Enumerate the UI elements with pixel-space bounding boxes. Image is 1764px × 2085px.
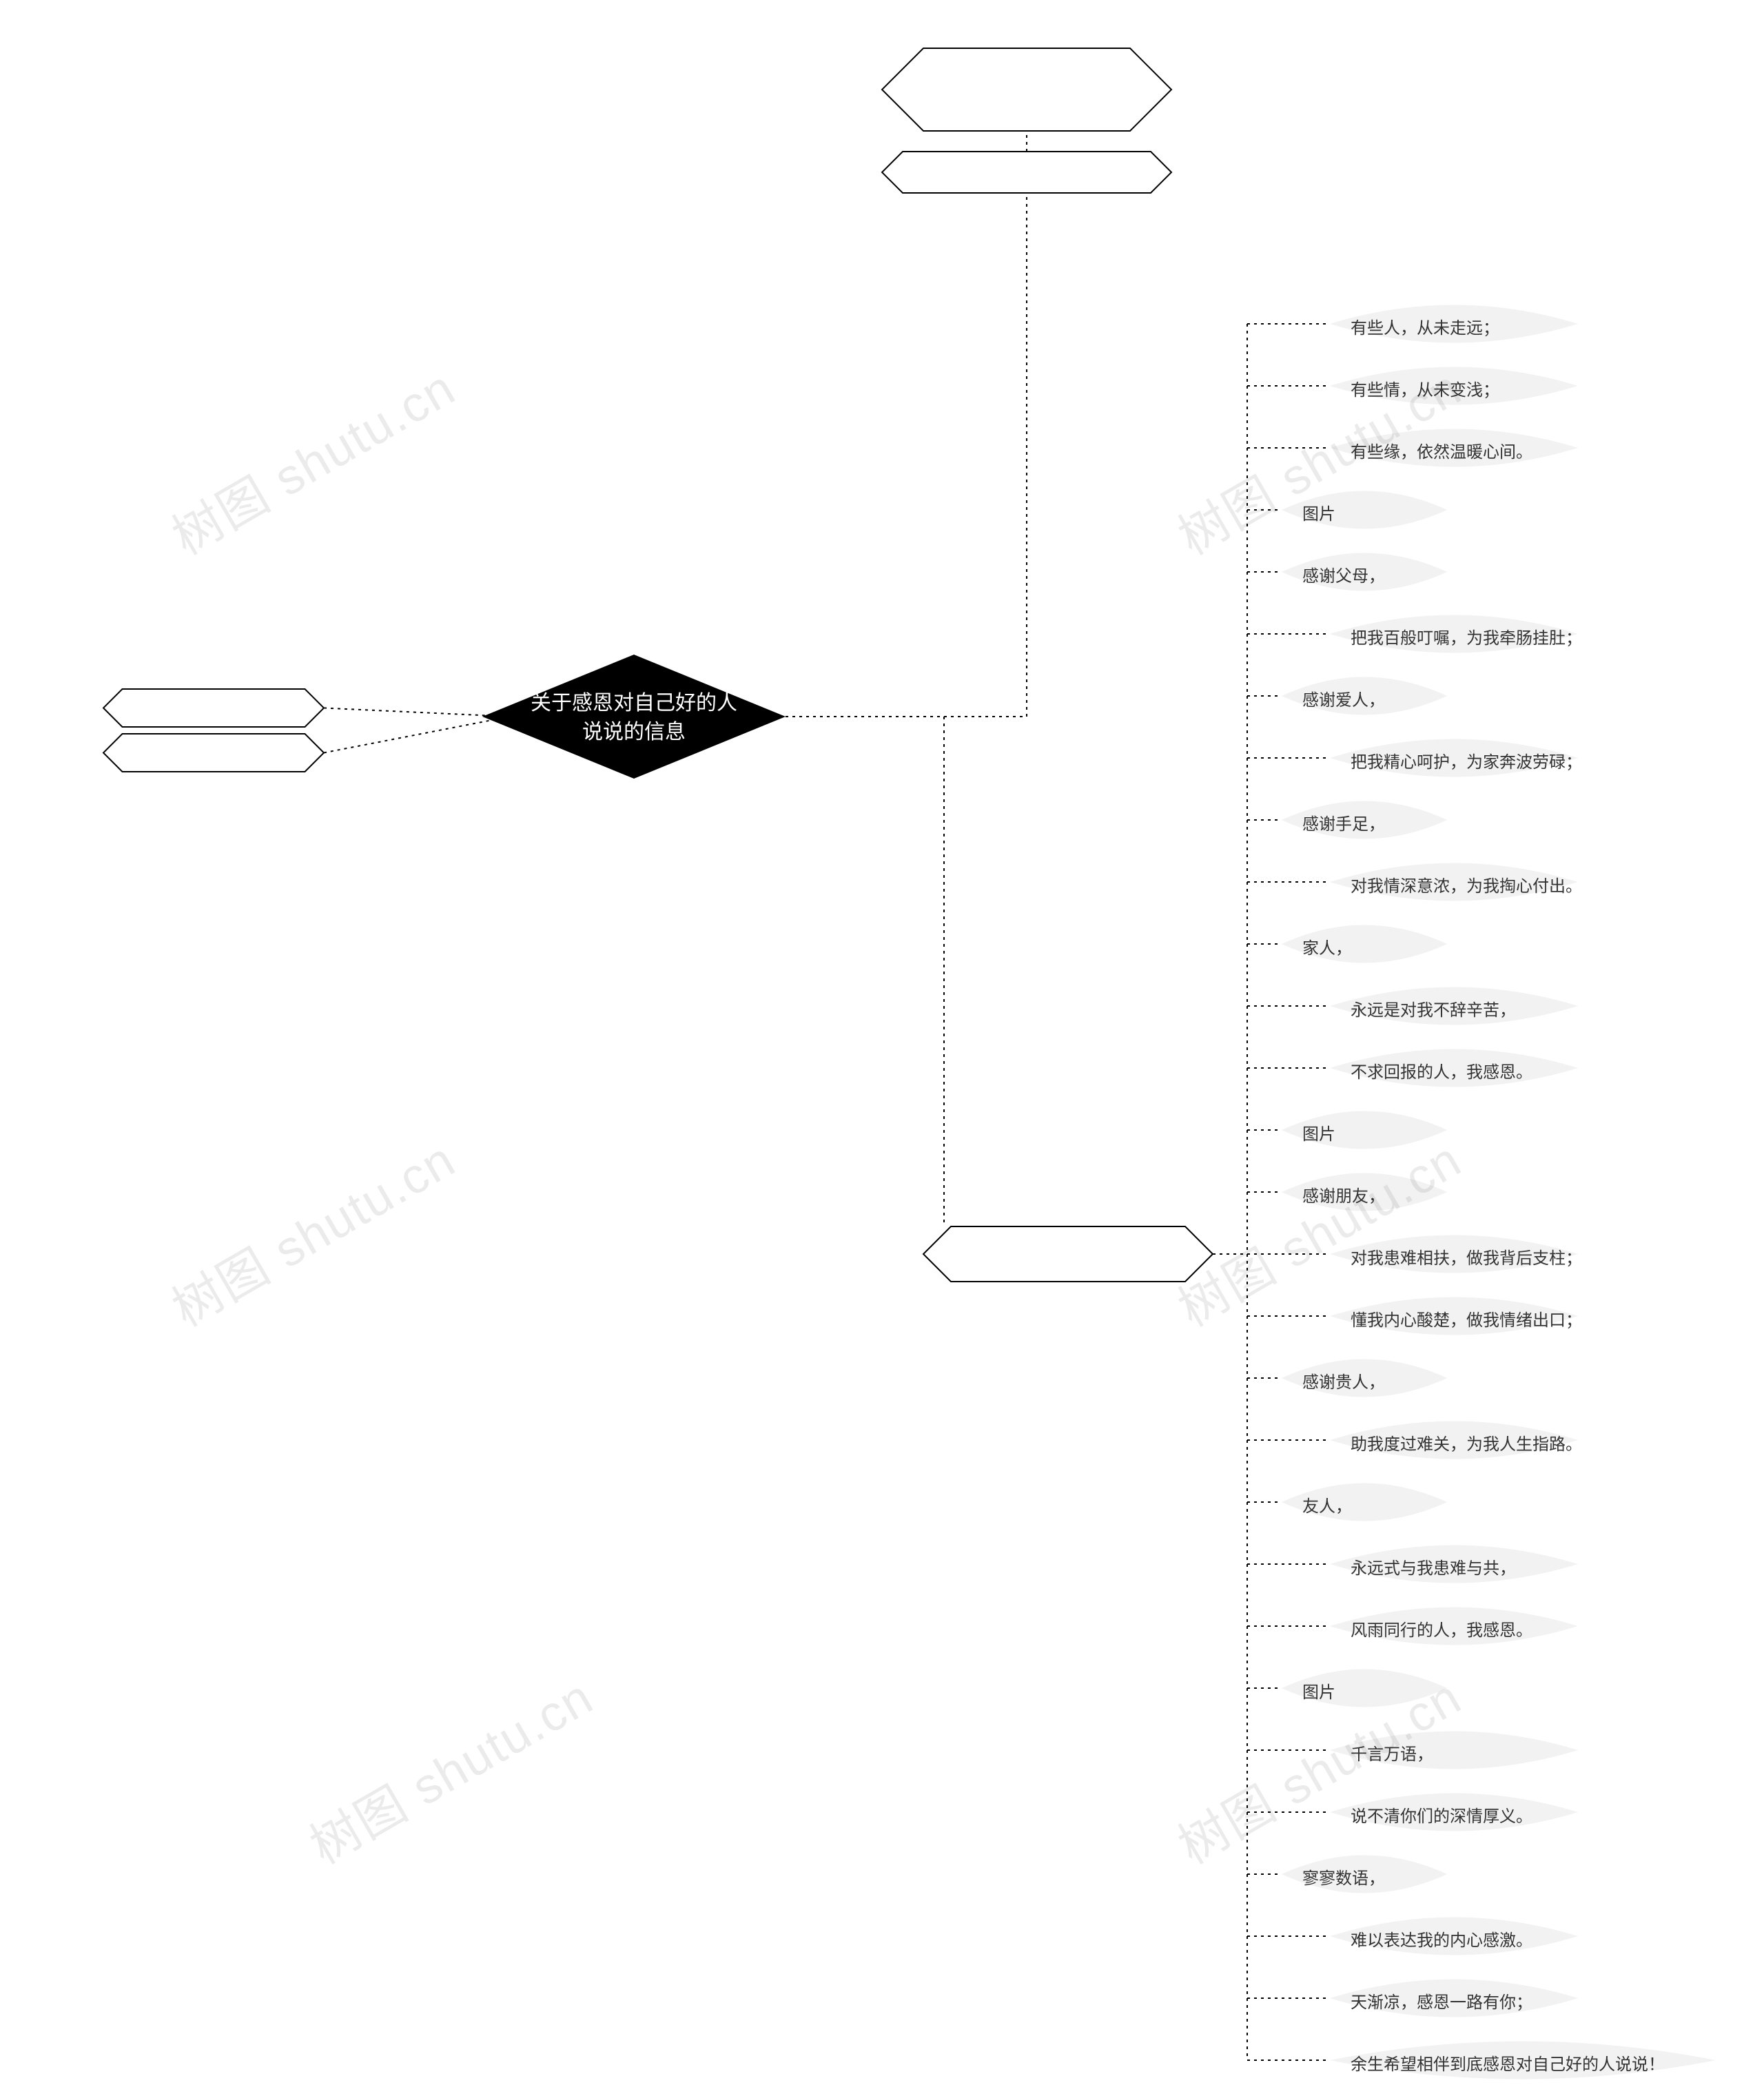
leaf-node: 家人， [1302, 934, 1352, 958]
leaf-node: 把我百般叮嘱，为我牵肠挂肚； [1351, 624, 1582, 648]
leaf-node: 感谢贵人， [1302, 1368, 1385, 1393]
leaf-node: 余生希望相伴到底感恩对自己好的人说说！ [1351, 2051, 1665, 2075]
leaf-node: 风雨同行的人，我感恩。 [1351, 1616, 1532, 1641]
leaf-node: 千言万语， [1351, 1740, 1433, 1765]
leaf-node: 懂我内心酸楚，做我情绪出口； [1351, 1306, 1582, 1331]
leaf-node: 永远是对我不辞辛苦， [1351, 996, 1516, 1020]
leaf-node: 说不清你们的深情厚义。 [1351, 1802, 1532, 1827]
leaf-node: 感谢朋友， [1302, 1182, 1385, 1206]
leaf-node: 有些情，从未变浅； [1351, 376, 1499, 400]
leaf-node: 天渐凉，感恩一路有你； [1351, 1989, 1532, 2013]
leaf-node: 有些人，从未走远； [1351, 314, 1499, 338]
leaf-node: 友人， [1302, 1492, 1352, 1517]
leaf-node: 感谢爱人， [1302, 686, 1385, 710]
leaf-node: 图片 [1302, 500, 1335, 524]
leaf-node: 图片 [1302, 1678, 1335, 1703]
leaf-node: 感谢父母， [1302, 562, 1385, 586]
leaf-node: 难以表达我的内心感激。 [1351, 1927, 1532, 1951]
diagram-canvas [0, 0, 1764, 2085]
root-label: 关于感恩对自己好的人说说的信息 [524, 689, 744, 747]
leaf-node: 寥寥数语， [1302, 1865, 1385, 1889]
leaf-node: 把我精心呵护，为家奔波劳碌； [1351, 748, 1582, 772]
leaf-node: 对我患难相扶，做我背后支柱； [1351, 1244, 1582, 1269]
leaf-node: 不求回报的人，我感恩。 [1351, 1058, 1532, 1082]
leaf-node: 永远式与我患难与共， [1351, 1554, 1516, 1579]
leaf-node: 图片 [1302, 1120, 1335, 1144]
leaf-node: 对我情深意浓，为我掏心付出。 [1351, 872, 1582, 896]
leaf-node: 感谢手足， [1302, 810, 1385, 834]
leaf-node: 有些缘，依然温暖心间。 [1351, 438, 1532, 462]
leaf-node: 助我度过难关，为我人生指路。 [1351, 1430, 1582, 1455]
